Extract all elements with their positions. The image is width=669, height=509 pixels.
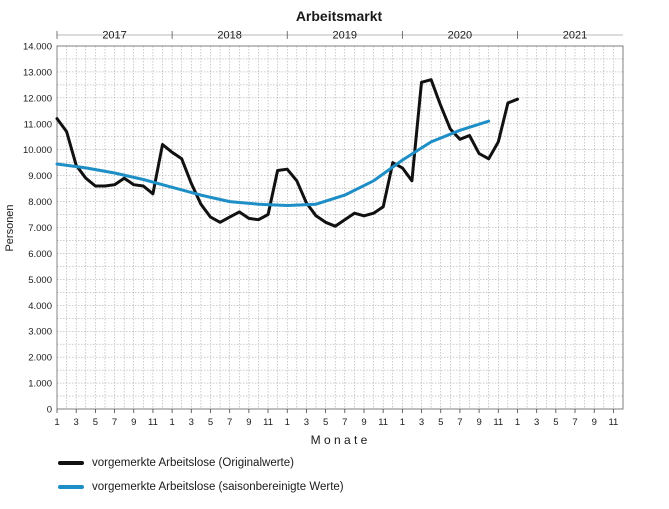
y-tick-label: 10.000 — [23, 145, 52, 156]
chart-title: Arbeitsmarkt — [296, 8, 383, 24]
y-tick-label: 14.000 — [23, 42, 52, 53]
x-tick-label: 3 — [419, 417, 424, 428]
y-tick-label: 1.000 — [28, 379, 52, 390]
y-tick-label: 3.000 — [28, 327, 52, 338]
axes — [56, 45, 624, 410]
x-tick-label: 3 — [534, 417, 539, 428]
x-tick-label: 5 — [323, 417, 328, 428]
legend-label-seasonal: vorgemerkte Arbeitslose (saisonbereinigt… — [92, 481, 344, 493]
y-tick-label: 13.000 — [23, 67, 52, 78]
year-label: 2019 — [333, 30, 357, 42]
y-tick-label: 9.000 — [28, 171, 52, 182]
x-tick-label: 9 — [246, 417, 251, 428]
x-axis-label: M o n a t e — [311, 433, 368, 447]
x-tick-label: 11 — [608, 417, 618, 428]
y-tick-label: 11.000 — [24, 119, 52, 130]
grid-lines — [57, 45, 624, 410]
x-tick-label: 7 — [227, 417, 232, 428]
year-label: 2021 — [563, 30, 587, 42]
legend-item-seasonal: vorgemerkte Arbeitslose (saisonbereinigt… — [58, 481, 344, 493]
y-tick-label: 12.000 — [23, 93, 52, 104]
legend-label-original: vorgemerkte Arbeitslose (Originalwerte) — [92, 457, 294, 469]
series-lines — [55, 78, 519, 228]
y-tick-label: 7.000 — [28, 223, 52, 234]
x-tick-label: 7 — [112, 417, 117, 428]
x-tick-label: 1 — [515, 417, 520, 428]
x-tick-label: 5 — [93, 417, 98, 428]
plot-frame — [56, 45, 624, 410]
x-tick-label: 7 — [342, 417, 347, 428]
x-axis-ticks: 1 3 5 7 9 11 1 3 5 7 9 11 1 3 5 7 9 11 1 3 5 7 9 11 1 3 5 7 9 11 — [54, 409, 618, 428]
legend-swatch-seasonal — [58, 485, 84, 489]
x-tick-label: 1 — [285, 417, 290, 428]
y-tick-label: 8.000 — [28, 197, 52, 208]
y-tick-label: 0 — [47, 405, 52, 416]
x-tick-label: 3 — [304, 417, 309, 428]
x-tick-label: 5 — [438, 417, 443, 428]
x-tick-label: 7 — [457, 417, 462, 428]
x-tick-label: 11 — [378, 417, 388, 428]
x-tick-label: 3 — [189, 417, 194, 428]
year-axis: 2017 2018 2019 2020 2021 — [56, 30, 623, 42]
x-tick-label: 11 — [493, 417, 503, 428]
x-tick-label: 9 — [131, 417, 136, 428]
x-tick-label: 11 — [148, 417, 158, 428]
x-tick-label: 9 — [361, 417, 366, 428]
y-axis-ticks: 0 1.000 2.000 3.000 4.000 5.000 6.000 7.000 8.00… — [23, 42, 52, 416]
year-label: 2018 — [217, 30, 241, 42]
x-tick-label: 9 — [592, 417, 597, 428]
y-axis-label: Personen — [4, 204, 16, 251]
x-tick-label: 9 — [476, 417, 481, 428]
year-label: 2017 — [102, 30, 126, 42]
year-label: 2020 — [448, 30, 472, 42]
legend-item-original: vorgemerkte Arbeitslose (Originalwerte) — [58, 457, 294, 469]
x-tick-label: 7 — [572, 417, 577, 428]
y-tick-label: 4.000 — [28, 301, 52, 312]
x-tick-label: 5 — [553, 417, 558, 428]
x-tick-label: 1 — [169, 417, 174, 428]
x-tick-label: 1 — [400, 417, 405, 428]
x-tick-label: 11 — [263, 417, 273, 428]
x-tick-label: 1 — [54, 417, 59, 428]
x-tick-label: 5 — [208, 417, 213, 428]
y-tick-label: 2.000 — [28, 353, 52, 364]
series-line-seasonal — [55, 119, 491, 207]
series-line-original — [55, 78, 519, 228]
y-tick-label: 5.000 — [28, 275, 52, 286]
legend-swatch-original — [58, 461, 84, 465]
x-tick-label: 3 — [74, 417, 79, 428]
y-tick-label: 6.000 — [28, 249, 52, 260]
